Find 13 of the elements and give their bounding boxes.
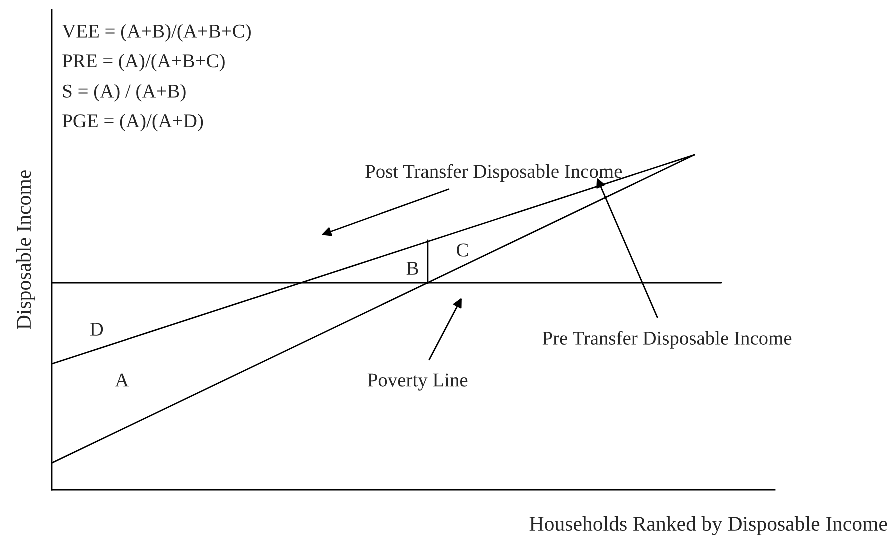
- x-axis-title: Households Ranked by Disposable Income: [530, 516, 888, 536]
- annotation: Post Transfer Disposable Income: [366, 164, 622, 182]
- annotation: Poverty Line: [368, 374, 468, 391]
- annotation: B: [406, 262, 418, 275]
- text: S = (A) / (A+B): [63, 84, 186, 102]
- annotation: D: [90, 323, 104, 336]
- text: PGE = (A)/(A+D): [62, 114, 204, 132]
- text: VEE = (A+B)/(A+B+C): [62, 24, 251, 42]
- annotation: C: [456, 244, 468, 257]
- annotation: A: [115, 374, 130, 387]
- annotation: Pre Transfer Disposable Income: [542, 331, 792, 349]
- text: PRE = (A)/(A+B+C): [62, 54, 225, 72]
- y-axis-title: Disposable Income: [16, 170, 36, 330]
